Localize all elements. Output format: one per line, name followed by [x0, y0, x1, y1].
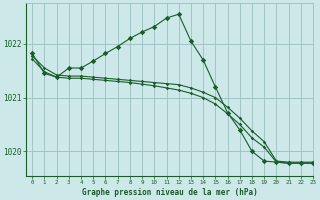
X-axis label: Graphe pression niveau de la mer (hPa): Graphe pression niveau de la mer (hPa)	[82, 188, 258, 197]
